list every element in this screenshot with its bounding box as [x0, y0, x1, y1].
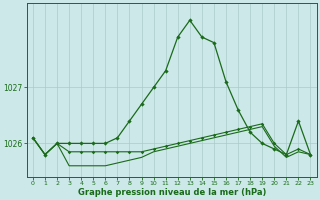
X-axis label: Graphe pression niveau de la mer (hPa): Graphe pression niveau de la mer (hPa) [77, 188, 266, 197]
